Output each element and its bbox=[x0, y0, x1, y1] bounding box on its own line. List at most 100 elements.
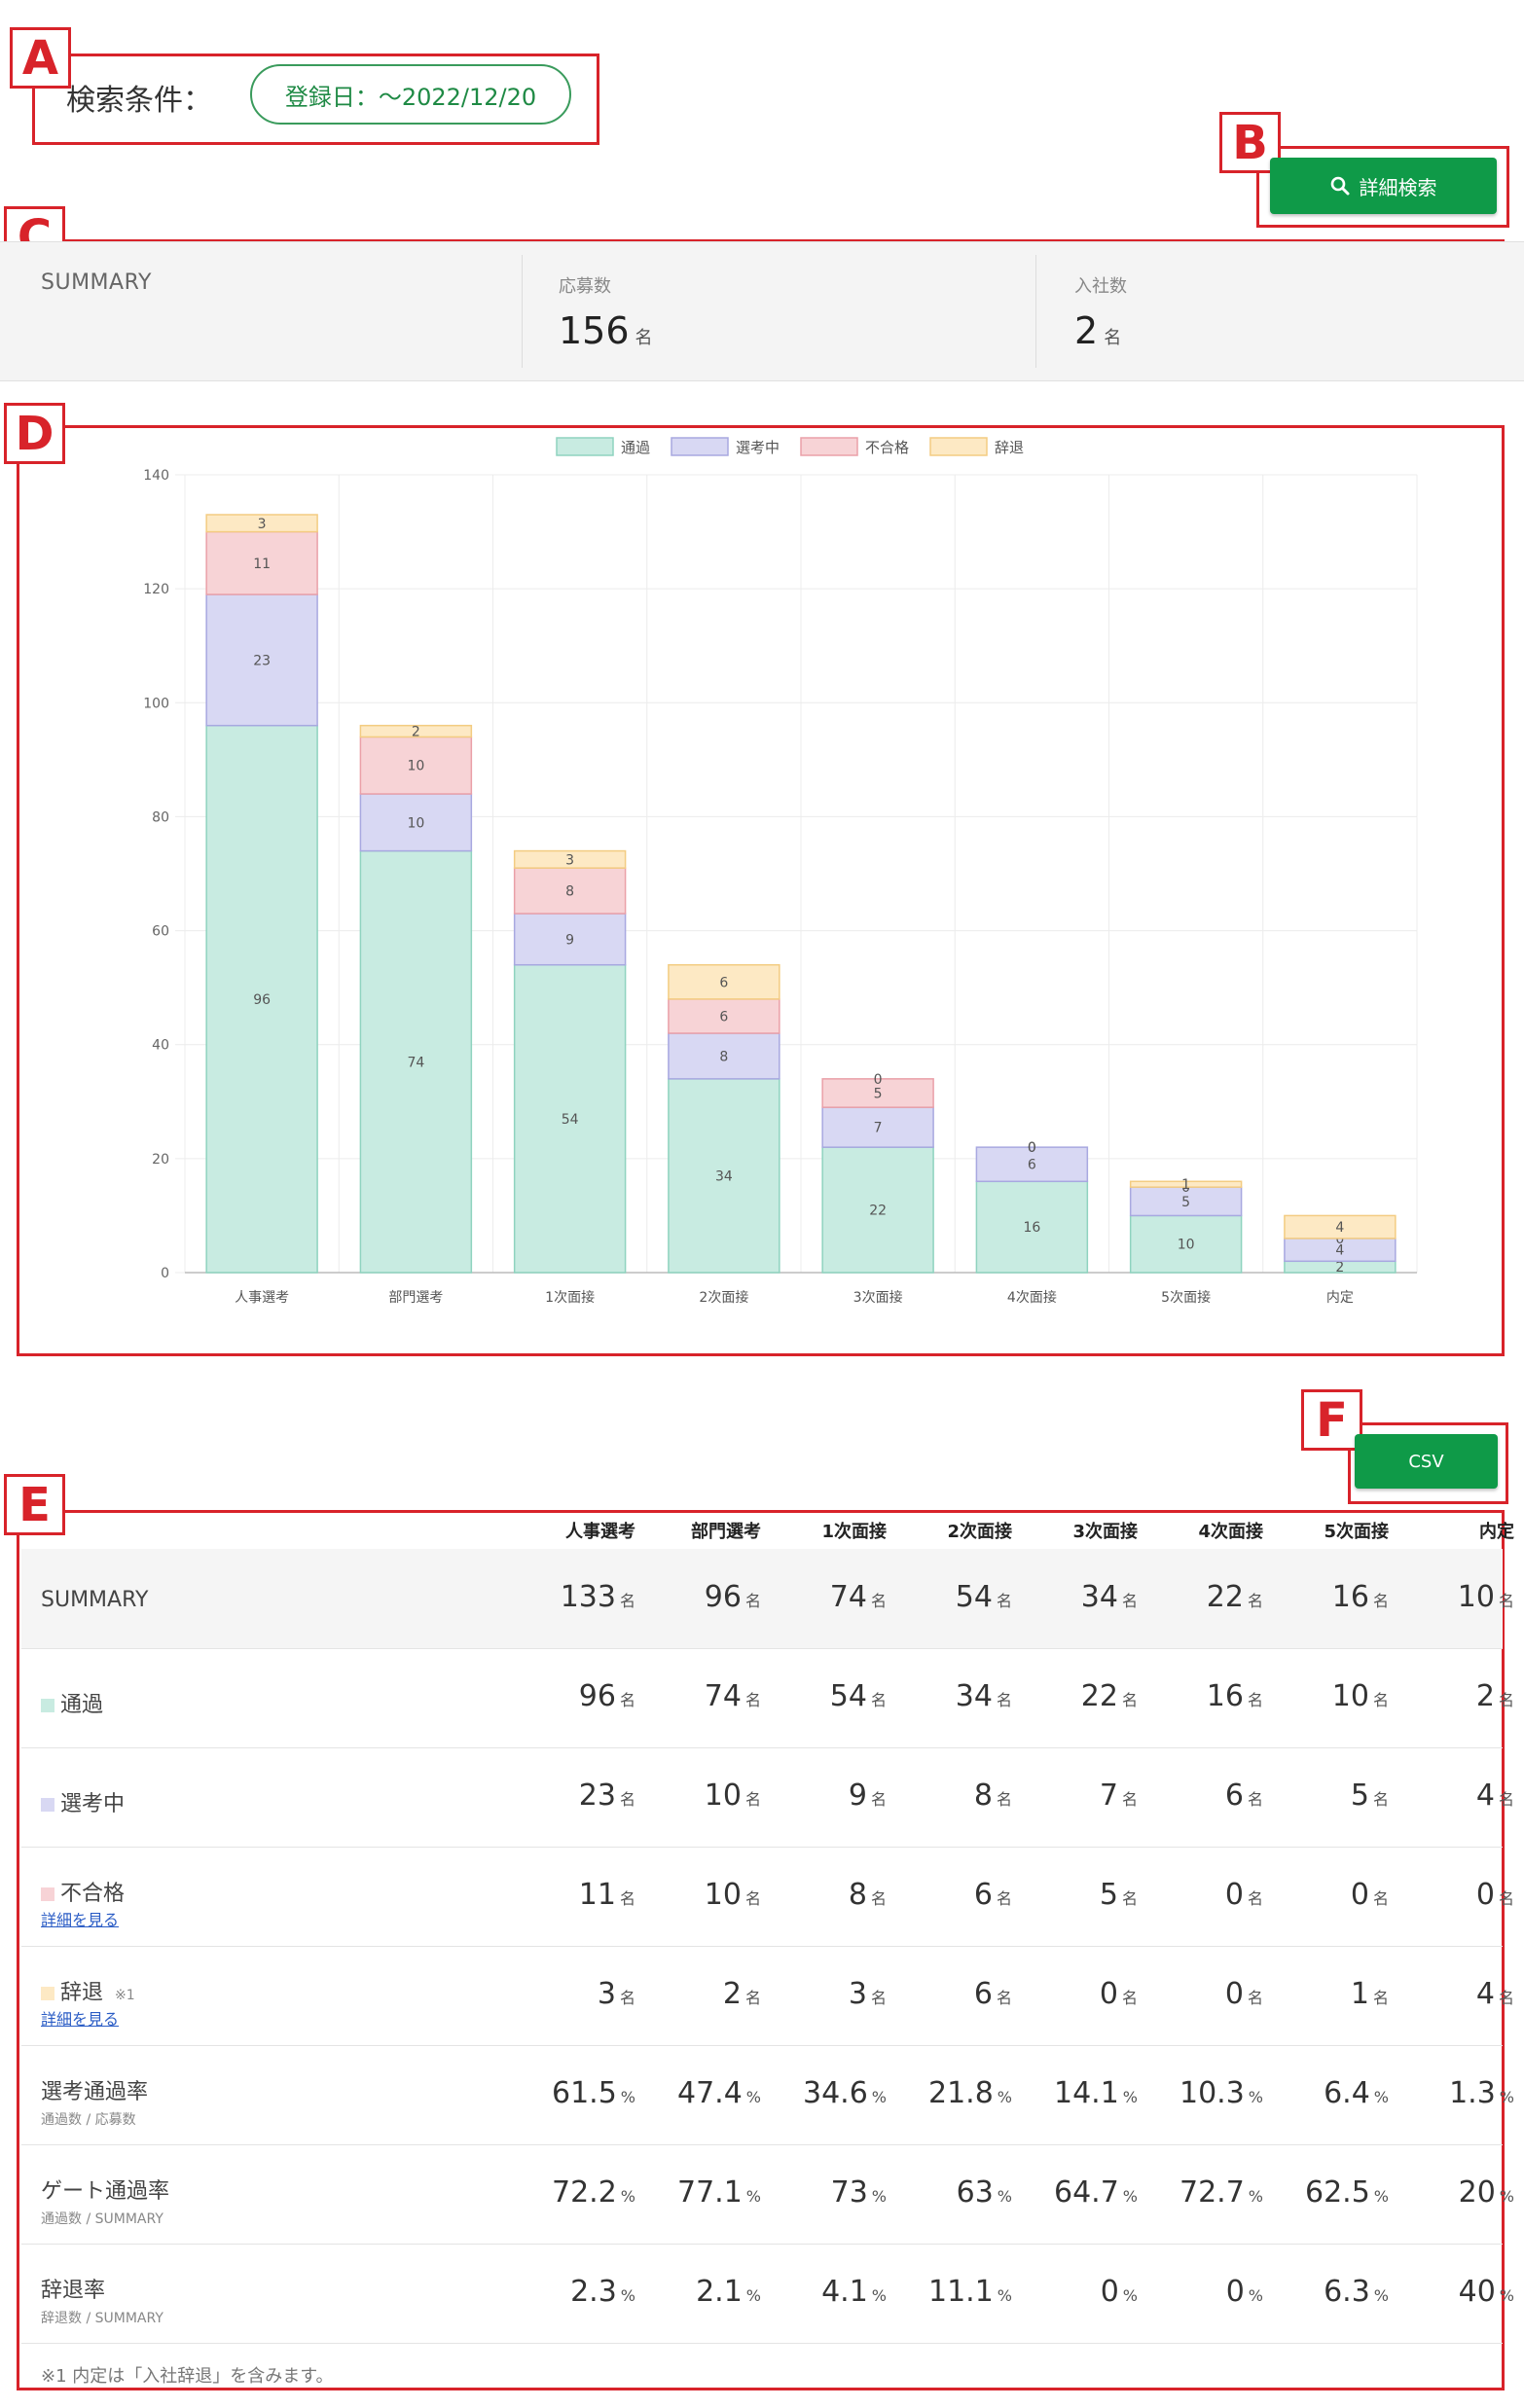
cell-value: 0 bbox=[1350, 1878, 1369, 1912]
bar-data-label: 10 bbox=[407, 815, 424, 831]
row-label-text: 不合格 bbox=[60, 1882, 126, 1906]
cell-unit: 名 bbox=[1121, 1790, 1138, 1809]
cell-value: 96 bbox=[704, 1580, 742, 1614]
table-cell: 73% bbox=[750, 2175, 887, 2210]
bar-data-label: 2 bbox=[412, 725, 420, 740]
search-condition-pill[interactable]: 登録日：～2022/12/20 bbox=[250, 64, 571, 125]
bar-segment bbox=[359, 724, 473, 738]
cell-value: 11 bbox=[578, 1878, 616, 1912]
bar-data-label: 9 bbox=[565, 932, 574, 948]
cell-value: 34.6 bbox=[803, 2076, 868, 2110]
cell-value: 6 bbox=[1224, 1779, 1244, 1813]
cell-unit: % bbox=[620, 2286, 635, 2305]
bar-segment bbox=[975, 1146, 1089, 1183]
table-cell: 40% bbox=[1378, 2275, 1514, 2309]
cell-unit: 名 bbox=[870, 1889, 887, 1908]
y-tick-label: 100 bbox=[143, 696, 169, 711]
cell-unit: 名 bbox=[1498, 1691, 1514, 1709]
bar-data-label: 0 bbox=[1028, 1140, 1036, 1156]
table-cell: 16 名 bbox=[1252, 1580, 1389, 1614]
cell-value: 11.1 bbox=[928, 2275, 994, 2309]
legend-swatch bbox=[41, 1699, 54, 1712]
cell-value: 4 bbox=[1475, 1977, 1495, 2011]
bar-segment bbox=[668, 963, 780, 1000]
table-cell: 10 名 bbox=[625, 1878, 761, 1912]
legend-label: 通過 bbox=[621, 439, 650, 456]
cell-unit: 名 bbox=[619, 1592, 635, 1610]
bar-data-label: 0 bbox=[1028, 1140, 1036, 1156]
bar-data-label: 2 bbox=[1335, 1260, 1344, 1276]
legend-swatch bbox=[41, 1987, 54, 2000]
bar-data-label: 0 bbox=[874, 1072, 883, 1088]
cell-value: 0 bbox=[1099, 1977, 1118, 2011]
column-header: 1次面接 bbox=[821, 1522, 887, 1542]
legend-label: 不合格 bbox=[865, 439, 909, 456]
cell-value: 10 bbox=[704, 1779, 742, 1813]
cell-value: 6 bbox=[973, 1878, 993, 1912]
cell-unit: % bbox=[871, 2088, 887, 2106]
table-cell: 72.2% bbox=[499, 2175, 635, 2210]
cell-value: 0 bbox=[1224, 1977, 1244, 2011]
row-sublabel: 辞退数 / SUMMARY bbox=[41, 2311, 163, 2326]
legend-label: 辞退 bbox=[995, 439, 1024, 456]
y-tick-label: 60 bbox=[152, 924, 169, 940]
cell-unit: % bbox=[1373, 2088, 1389, 2106]
table-cell: 11 名 bbox=[499, 1878, 635, 1912]
cell-unit: 名 bbox=[1498, 1889, 1514, 1908]
annotation-box-b bbox=[1256, 146, 1509, 228]
cell-value: 9 bbox=[848, 1779, 867, 1813]
column-header: 内定 bbox=[1479, 1522, 1514, 1542]
bar-segment bbox=[513, 849, 627, 869]
cell-value: 6.3 bbox=[1324, 2275, 1370, 2309]
table-cell: 54 名 bbox=[876, 1580, 1012, 1614]
unit-label: 名 bbox=[635, 328, 653, 348]
cell-unit: 名 bbox=[744, 1889, 761, 1908]
search-icon bbox=[1330, 176, 1349, 196]
table-cell: 74 名 bbox=[625, 1679, 761, 1713]
cell-unit: % bbox=[997, 2187, 1012, 2206]
csv-button[interactable]: CSV bbox=[1355, 1434, 1498, 1489]
legend-swatch bbox=[929, 437, 988, 456]
cell-unit: 名 bbox=[744, 1691, 761, 1709]
bar-data-label: 6 bbox=[719, 1009, 728, 1024]
cell-value: 0 bbox=[1225, 2275, 1245, 2309]
summary-panel bbox=[0, 241, 1524, 381]
cell-value: 8 bbox=[973, 1779, 993, 1813]
bar-segment bbox=[1129, 1180, 1243, 1188]
cell-unit: % bbox=[620, 2187, 635, 2206]
detail-link[interactable]: 詳細を見る bbox=[41, 1911, 120, 1929]
y-tick-label: 40 bbox=[152, 1038, 169, 1054]
cell-unit: 名 bbox=[996, 1691, 1012, 1709]
cell-unit: 名 bbox=[744, 1790, 761, 1809]
cell-value: 3 bbox=[597, 1977, 616, 2011]
column-header: 人事選考 bbox=[565, 1522, 635, 1542]
row-label-text: 選考通過率 bbox=[41, 2080, 149, 2104]
cell-unit: 名 bbox=[996, 1989, 1012, 2007]
cell-value: 77.1 bbox=[677, 2175, 743, 2210]
row-label-text: 通過 bbox=[60, 1693, 104, 1717]
bar-data-label: 5 bbox=[1181, 1195, 1190, 1210]
annotation-box-a bbox=[32, 54, 599, 145]
table-cell: 61.5% bbox=[499, 2076, 635, 2110]
column-header: 4次面接 bbox=[1198, 1522, 1263, 1542]
bar-segment bbox=[1284, 1214, 1397, 1240]
applicants-value: 156 bbox=[559, 309, 630, 352]
row-divider bbox=[21, 1648, 1503, 1649]
cell-value: 2.1 bbox=[696, 2275, 743, 2309]
detail-search-button[interactable]: 詳細検索 bbox=[1270, 158, 1497, 214]
cell-unit: % bbox=[1499, 2286, 1514, 2305]
annotation-label-e: E bbox=[4, 1474, 65, 1535]
table-cell: 34 名 bbox=[876, 1679, 1012, 1713]
detail-link[interactable]: 詳細を見る bbox=[41, 2010, 120, 2029]
cell-unit: 名 bbox=[1498, 1989, 1514, 2007]
table-cell: 133 名 bbox=[499, 1580, 635, 1614]
table-cell: 34.6% bbox=[750, 2076, 887, 2110]
bar-data-label: 23 bbox=[253, 653, 271, 668]
bar-data-label: 22 bbox=[869, 1204, 887, 1219]
bar-segment bbox=[359, 849, 473, 1274]
x-tick-label: 部門選考 bbox=[388, 1290, 443, 1306]
bar-data-label: 6 bbox=[1028, 1158, 1036, 1173]
